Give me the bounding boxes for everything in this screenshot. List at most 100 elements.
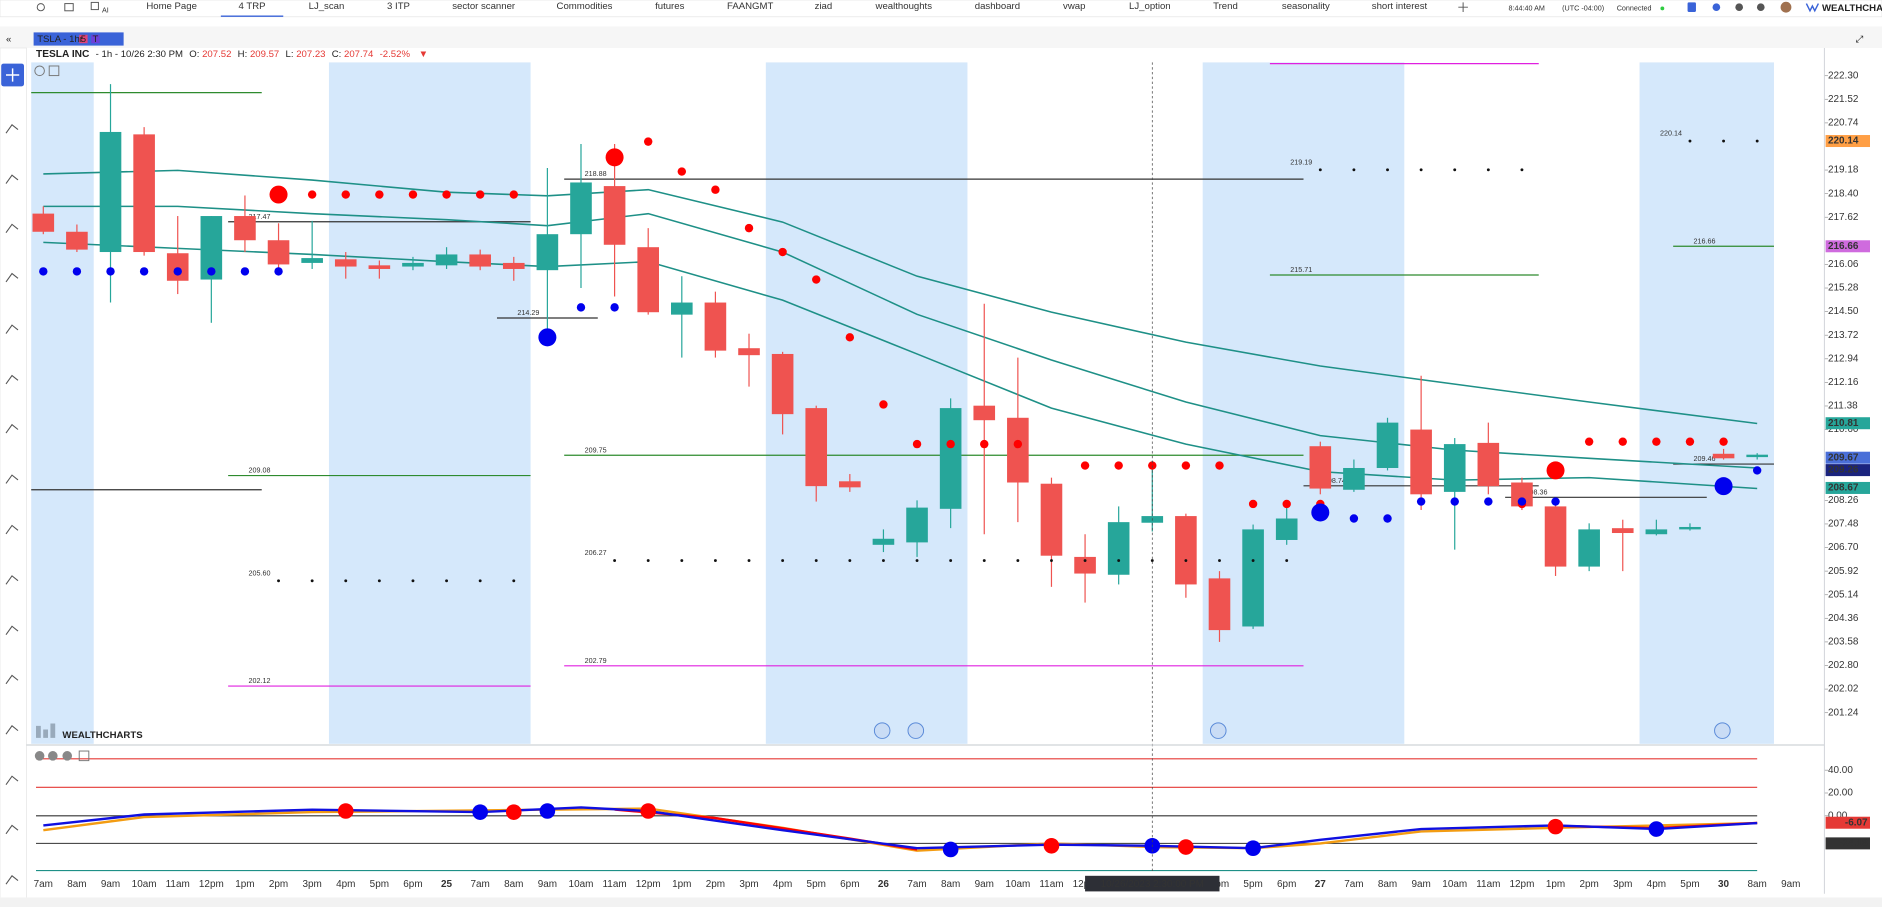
nav-tab[interactable]: sector scanner — [452, 1, 516, 12]
panel-icon[interactable] — [34, 751, 45, 761]
interval: - 1h - 10/26 2:30 PM — [96, 49, 183, 60]
brand-logo — [1805, 3, 1820, 13]
add-study-icon[interactable] — [48, 65, 60, 77]
nav-tab[interactable]: Trend — [1213, 1, 1238, 12]
collapse-icon[interactable]: « — [6, 34, 11, 45]
x-tick-label: 30 — [1718, 879, 1730, 890]
osc-marker — [1043, 837, 1060, 854]
x-tick-label: 11am — [1039, 879, 1063, 890]
osc-y-tick-label: 40.00 — [1828, 765, 1853, 776]
level-dot — [512, 579, 516, 583]
x-tick-label: 4pm — [1647, 879, 1666, 890]
nav-tab[interactable]: LJ_option — [1129, 1, 1171, 12]
tool-icon[interactable] — [5, 524, 19, 535]
tool-icon[interactable] — [5, 775, 19, 785]
settings-icon[interactable] — [1735, 3, 1744, 12]
search-icon[interactable] — [36, 3, 45, 12]
tool-icon[interactable] — [5, 824, 19, 835]
badge — [79, 34, 88, 44]
x-tick-label: 26 — [878, 879, 890, 890]
tool-icon[interactable] — [5, 374, 19, 385]
symbol-tab-label[interactable]: TSLA - 1hr — [37, 34, 84, 45]
signal-marker — [605, 148, 624, 167]
layout-icon[interactable] — [64, 3, 74, 12]
tool-icon[interactable] — [5, 423, 19, 434]
save-icon[interactable] — [1687, 2, 1696, 12]
candle-body — [1275, 518, 1298, 540]
level-dot — [1050, 559, 1053, 562]
y-tick-label: 219.18 — [1828, 165, 1859, 176]
panel-icon[interactable] — [78, 750, 90, 762]
x-tick-label: 9am — [1411, 879, 1430, 890]
level-dot — [881, 559, 885, 562]
tool-icon[interactable] — [5, 272, 19, 283]
tool-icon[interactable] — [5, 875, 19, 885]
price-tag-label: 208.67 — [1828, 483, 1859, 494]
session-shade — [765, 62, 968, 744]
tool-icon[interactable] — [5, 625, 19, 635]
event-icon[interactable] — [1714, 722, 1731, 739]
candle-body — [1376, 422, 1399, 468]
x-tick-label: 2pm — [706, 879, 725, 890]
tool-icon[interactable] — [5, 474, 19, 484]
nav-tab[interactable]: short interest — [1372, 1, 1428, 12]
panel-icon[interactable] — [62, 751, 73, 761]
nav-tab[interactable]: Home Page — [146, 1, 197, 12]
tool-icon[interactable] — [5, 575, 19, 585]
y-tick-label: 203.58 — [1828, 637, 1859, 648]
x-tick-label: 6pm — [403, 879, 422, 890]
nav-tab[interactable]: wealthoughts — [875, 1, 933, 12]
symbol-tab[interactable] — [33, 32, 124, 46]
tool-icon[interactable] — [5, 674, 19, 685]
candle-body — [536, 234, 559, 271]
level-label: 209.46 — [1694, 454, 1716, 463]
ai-label[interactable]: AI — [102, 6, 109, 15]
osc-y-tick-label: 20.00 — [1828, 788, 1853, 799]
hide-icon[interactable] — [34, 65, 45, 77]
help-icon[interactable] — [1756, 3, 1765, 12]
candle-body — [771, 353, 794, 415]
nav-tab[interactable]: ziad — [815, 1, 833, 12]
bell-icon[interactable] — [1712, 3, 1721, 12]
signal-marker — [307, 190, 317, 199]
signal-marker — [106, 267, 115, 276]
tool-icon[interactable] — [5, 174, 19, 184]
ai-icon[interactable] — [90, 1, 99, 11]
nav-tab[interactable]: dashboard — [975, 1, 1020, 12]
y-tick-label: 208.26 — [1828, 495, 1859, 506]
dot-row-label: 205.60 — [249, 569, 271, 578]
nav-tab[interactable]: 4 TRP — [239, 1, 266, 12]
tool-icon[interactable] — [5, 123, 19, 134]
y-tick-label: 212.94 — [1828, 353, 1859, 364]
expand-icon[interactable]: ⤢ — [1856, 34, 1864, 45]
nav-tab[interactable]: FAANGMT — [727, 1, 773, 12]
signal-marker — [1383, 514, 1392, 523]
y-tick-label: 221.52 — [1828, 94, 1859, 105]
nav-tab[interactable]: LJ_scan — [309, 1, 345, 12]
panel-icon[interactable] — [48, 751, 58, 761]
nav-tab[interactable]: Commodities — [557, 1, 613, 12]
tool-icon[interactable] — [5, 223, 19, 234]
session-shade — [31, 62, 94, 744]
tool-icon[interactable] — [5, 725, 19, 735]
nav-tab[interactable]: vwap — [1063, 1, 1085, 12]
moving-average — [43, 205, 1758, 469]
nav-tab[interactable]: futures — [655, 1, 684, 12]
osc-tag — [1825, 816, 1870, 829]
event-icon[interactable] — [1209, 722, 1227, 739]
add-tab[interactable] — [1458, 2, 1468, 12]
nav-tab[interactable]: seasonality — [1282, 1, 1330, 12]
candle-body — [1309, 446, 1332, 489]
signal-marker — [845, 333, 855, 342]
level-dot — [1486, 168, 1490, 172]
signal-marker — [408, 190, 418, 199]
event-icon[interactable] — [907, 722, 925, 739]
tool-icon[interactable] — [5, 324, 19, 334]
level-label: 208.36 — [1526, 487, 1548, 496]
nav-tab[interactable]: 3 ITP — [387, 1, 410, 12]
event-icon[interactable] — [873, 722, 891, 739]
avatar[interactable] — [1780, 1, 1792, 13]
signal-marker — [1181, 461, 1191, 470]
level-dot — [1117, 559, 1121, 562]
